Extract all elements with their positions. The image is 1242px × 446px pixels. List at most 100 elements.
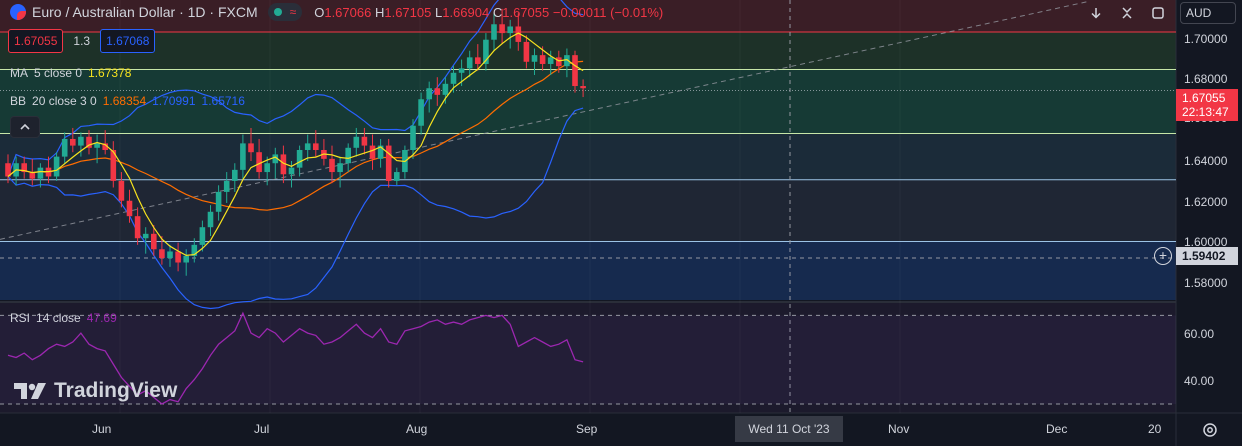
price-axis-label: 1.64000: [1184, 154, 1228, 168]
rsi-line: [7, 311, 584, 405]
sell-button[interactable]: 1.67055: [8, 29, 64, 53]
candle-body: [53, 156, 60, 177]
candle-body: [499, 24, 505, 34]
candle-body: [272, 154, 279, 164]
ma-value: 1.67378: [88, 66, 132, 80]
zone-band: [0, 133, 1176, 180]
candle-body: [175, 251, 181, 263]
candle-body: [78, 136, 84, 146]
candle-body: [580, 86, 586, 89]
rsi-band: [0, 315, 1176, 404]
arrow-down-icon: [1091, 8, 1101, 19]
time-axis-label: 20: [1148, 422, 1162, 436]
candle-body: [377, 145, 384, 159]
candle-body: [280, 154, 287, 175]
market-open-dot-icon: [273, 8, 282, 16]
candle-body: [345, 147, 351, 164]
candle-body: [142, 233, 149, 239]
candle-body: [491, 24, 497, 40]
candle-body: [572, 55, 578, 87]
candle-body: [394, 172, 400, 181]
bb-basis-line: [7, 60, 584, 211]
ma-legend[interactable]: MA 5 close 0 1.67378: [10, 66, 131, 80]
bb-params: 20 close 3 0: [32, 94, 97, 108]
spread-value: 1.3: [73, 34, 91, 48]
collapse-button[interactable]: [1115, 1, 1139, 25]
rsi-axis-label: 40.00: [1184, 374, 1215, 388]
bar-countdown: 22:13:47: [1182, 105, 1229, 119]
candle-body: [110, 150, 117, 181]
market-status[interactable]: ≈: [267, 3, 303, 21]
time-axis-label: Dec: [1046, 422, 1068, 436]
candle-body: [410, 125, 416, 150]
candle-body: [159, 249, 165, 259]
candle-body: [475, 57, 481, 64]
candle-body: [21, 163, 27, 173]
fullscreen-button[interactable]: [1146, 1, 1170, 25]
candle-body: [191, 244, 198, 256]
fullscreen-icon: [1152, 7, 1164, 19]
candle-body: [507, 26, 513, 34]
candle-body: [167, 251, 173, 259]
close-label: C: [492, 4, 503, 20]
zone-band: [0, 31, 1176, 70]
high-value: 1.67105: [384, 4, 432, 20]
candle-body: [450, 72, 457, 84]
trend-line: [0, 0, 1091, 240]
close-value: 1.67055: [502, 4, 550, 20]
scroll-down-button[interactable]: [1084, 1, 1108, 25]
rsi-legend[interactable]: RSI 14 close 47.69: [10, 311, 117, 325]
candle-body: [118, 180, 125, 201]
rsi-name: RSI: [10, 311, 31, 325]
candle-body: [483, 39, 489, 64]
tradingview-logo[interactable]: TradingView: [14, 379, 177, 403]
bb-upper-line: [7, 0, 584, 177]
time-axis-label: Nov: [888, 422, 910, 436]
bb-legend[interactable]: BB 20 close 3 0 1.68354 1.70991 1.65716: [10, 94, 245, 108]
candle-body: [539, 55, 546, 64]
add-alert-button[interactable]: +: [1154, 247, 1172, 265]
currency-selector[interactable]: AUD: [1180, 2, 1236, 24]
candle-body: [296, 150, 303, 168]
candle-body: [515, 26, 522, 42]
candle-body: [199, 227, 206, 245]
bb-upper-value: 1.70991: [152, 94, 196, 108]
candle-body: [564, 55, 570, 67]
candle-body: [94, 143, 100, 148]
candle-body: [329, 158, 335, 173]
candle-body: [353, 136, 360, 148]
bb-name: BB: [10, 94, 27, 108]
buy-button[interactable]: 1.67068: [100, 29, 156, 53]
candle-body: [232, 169, 238, 181]
candle-body: [337, 163, 343, 173]
bb-lower-line: [7, 107, 584, 310]
gear-icon[interactable]: [1200, 420, 1220, 440]
collapse-legend-button[interactable]: [10, 116, 40, 138]
zone-band: [0, 69, 1176, 134]
ohlc-values: O1.67066 H1.67105 L1.66904 C1.67055 −0.0…: [314, 5, 663, 20]
candle-body: [207, 211, 214, 228]
open-label: O: [314, 4, 325, 20]
symbol-title[interactable]: Euro / Australian Dollar · 1D · FXCM: [32, 4, 258, 20]
ma-name: MA: [10, 66, 28, 80]
low-label: L: [434, 4, 443, 20]
candle-body: [126, 200, 133, 217]
candle-body: [70, 138, 76, 146]
crosshair-date-label: Wed 11 Oct '23: [735, 416, 843, 442]
candle-body: [442, 83, 449, 95]
candle-body: [547, 57, 554, 64]
price-axis-label: 1.70000: [1184, 32, 1228, 46]
time-axis-label: Aug: [406, 422, 428, 436]
chart-header: Euro / Australian Dollar · 1D · FXCM ≈ O…: [0, 0, 663, 24]
candle-body: [556, 57, 562, 67]
candle-body: [248, 143, 254, 153]
time-axis-label: Jun: [92, 422, 112, 436]
price-axis-label: 1.68000: [1184, 72, 1228, 86]
rsi-axis-label: 60.00: [1184, 327, 1215, 341]
candle-body: [151, 233, 157, 250]
rsi-params: 14 close: [36, 311, 81, 325]
candle-body: [61, 138, 68, 157]
candle-body: [37, 167, 44, 179]
